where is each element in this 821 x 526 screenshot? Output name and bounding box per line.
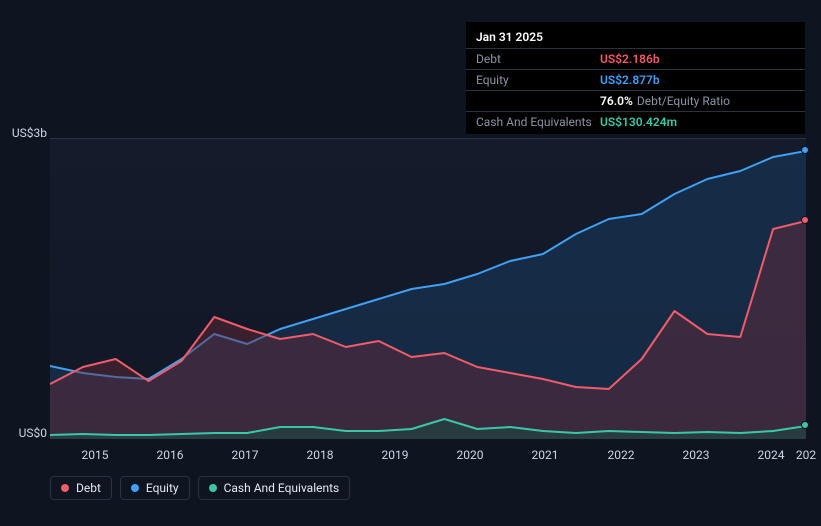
y-axis-bottom-label: US$0 <box>19 426 47 440</box>
x-tick: 2019 <box>382 448 409 462</box>
legend-item[interactable]: Cash And Equivalents <box>198 476 351 500</box>
tooltip-row-value: US$2.877b <box>600 72 660 88</box>
tooltip-row-label: Equity <box>476 72 600 88</box>
y-axis-top-label: US$3b <box>12 126 47 140</box>
x-tick: 2015 <box>82 448 109 462</box>
legend-dot-icon <box>131 484 139 492</box>
tooltip-date: Jan 31 2025 <box>466 28 805 48</box>
legend-item[interactable]: Equity <box>120 476 190 500</box>
equity-marker <box>801 146 809 154</box>
legend-dot-icon <box>209 484 217 492</box>
tooltip-row: Cash And EquivalentsUS$130.424m <box>466 111 805 132</box>
legend-label: Equity <box>146 481 179 495</box>
legend: Debt Equity Cash And Equivalents <box>50 476 350 500</box>
legend-label: Debt <box>76 481 101 495</box>
tooltip-row-value: 76.0% <box>600 93 633 109</box>
tooltip-panel: Jan 31 2025 DebtUS$2.186bEquityUS$2.877b… <box>466 22 805 134</box>
x-tick: 2016 <box>157 448 184 462</box>
legend-dot-icon <box>61 484 69 492</box>
x-tick: 2020 <box>457 448 484 462</box>
tooltip-row-label <box>476 93 600 109</box>
x-axis: 2015 2016 2017 2018 2019 2020 2021 2022 2023 2024… <box>50 442 806 462</box>
x-tick: 2022 <box>608 448 635 462</box>
tooltip-row: DebtUS$2.186b <box>466 48 805 69</box>
x-tick: 2024 <box>758 448 785 462</box>
tooltip-row: EquityUS$2.877b <box>466 69 805 90</box>
x-tick: 202 <box>796 448 816 462</box>
debt-marker <box>801 216 809 224</box>
x-tick: 2017 <box>232 448 259 462</box>
tooltip-row-value: US$2.186b <box>600 51 660 67</box>
tooltip-row-value: US$130.424m <box>600 114 677 130</box>
legend-label: Cash And Equivalents <box>224 481 340 495</box>
x-tick: 2023 <box>683 448 710 462</box>
cash-marker <box>801 421 809 429</box>
tooltip-row: 76.0%Debt/Equity Ratio <box>466 90 805 111</box>
legend-item[interactable]: Debt <box>50 476 112 500</box>
plot-area[interactable] <box>50 138 806 438</box>
tooltip-row-label: Debt <box>476 51 600 67</box>
tooltip-row-suffix: Debt/Equity Ratio <box>637 93 730 109</box>
tooltip-row-label: Cash And Equivalents <box>476 114 600 130</box>
x-tick: 2021 <box>532 448 559 462</box>
x-tick: 2018 <box>307 448 334 462</box>
